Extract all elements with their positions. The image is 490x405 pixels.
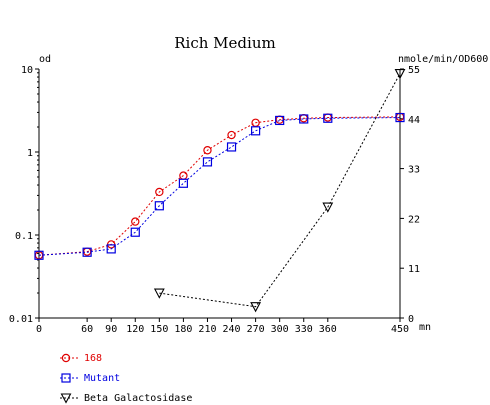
series-line <box>38 116 401 256</box>
series-line <box>38 117 401 256</box>
chart-title: Rich Medium <box>174 34 275 52</box>
data-point <box>251 126 261 136</box>
right-axis-ticks: 0 11 22 33 44 55 <box>400 65 420 325</box>
right-tick-label: 0 <box>408 314 414 325</box>
legend-label: 168 <box>84 353 102 364</box>
data-point <box>275 115 285 126</box>
x-tick-label: 300 <box>271 324 289 335</box>
legend-marker <box>60 393 72 404</box>
right-tick-label: 11 <box>408 264 420 275</box>
x-tick-label: 360 <box>319 324 337 335</box>
x-tick-label: 150 <box>150 324 168 335</box>
legend-marker <box>61 373 71 383</box>
x-tick-label: 0 <box>36 324 42 335</box>
x-tick-label: 60 <box>81 324 93 335</box>
data-point <box>154 201 164 211</box>
legend-label: Beta Galactosidase <box>84 393 192 404</box>
x-tick-label: 120 <box>126 324 144 335</box>
right-tick-label: 44 <box>408 115 420 126</box>
legend-label: Mutant <box>84 373 120 384</box>
right-tick-label: 22 <box>408 214 420 225</box>
legend: 168 Mutant Beta Galactosidase <box>60 353 192 404</box>
data-point <box>323 113 333 123</box>
data-point <box>34 250 44 260</box>
right-tick-label: 33 <box>408 165 420 176</box>
series-layer <box>34 68 406 313</box>
x-tick-label: 330 <box>295 324 313 335</box>
series-2 <box>153 68 406 313</box>
data-point <box>322 202 334 213</box>
data-point <box>155 187 164 197</box>
data-point <box>130 227 140 237</box>
data-point <box>106 244 116 254</box>
x-tick-label: 450 <box>391 324 409 335</box>
data-point <box>131 217 140 226</box>
data-point <box>226 142 237 152</box>
x-tick-label: 240 <box>223 324 241 335</box>
series-0 <box>34 112 405 260</box>
data-point <box>178 178 188 188</box>
data-point <box>82 247 92 257</box>
x-tick-label: 210 <box>198 324 216 335</box>
x-tick-label: 180 <box>174 324 192 335</box>
data-point <box>395 112 405 123</box>
x-tick-label: 270 <box>247 324 265 335</box>
right-axis-label: nmole/min/OD600 <box>398 54 488 65</box>
data-point <box>250 302 262 313</box>
x-axis-ticks: 0 60 90 120 150 180 210 240 270 300 330 360 450 <box>36 318 409 335</box>
legend-entry: Beta Galactosidase <box>60 393 192 404</box>
x-tick-label: 90 <box>105 324 117 335</box>
data-point <box>299 114 309 124</box>
x-axis-label: mn <box>419 322 431 333</box>
legend-marker <box>61 353 71 363</box>
legend-entry: 168 <box>60 353 102 364</box>
legend-entry: Mutant <box>60 373 120 384</box>
data-point <box>202 157 213 167</box>
left-tick-label: 1 <box>27 148 33 159</box>
data-point <box>203 146 212 155</box>
right-tick-label: 55 <box>408 65 420 76</box>
data-point <box>394 68 406 80</box>
series-1 <box>34 112 405 260</box>
left-tick-label: 0.01 <box>9 314 33 325</box>
left-tick-label: 0.1 <box>15 231 33 242</box>
data-point <box>153 288 165 299</box>
data-point <box>227 130 236 140</box>
left-axis-ticks: 0.01 0.1 1 10 <box>9 65 39 325</box>
left-tick-label: 10 <box>21 65 33 76</box>
series-line <box>159 73 401 308</box>
left-axis-label: od <box>39 54 51 65</box>
